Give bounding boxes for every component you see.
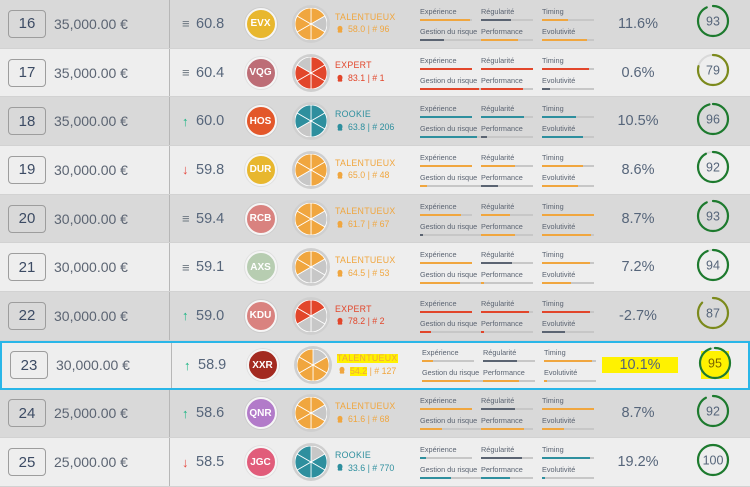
svg-text:96: 96	[706, 112, 720, 126]
svg-text:79: 79	[706, 64, 720, 78]
svg-text:92: 92	[706, 161, 720, 175]
svg-text:92: 92	[706, 404, 720, 418]
svg-text:95: 95	[708, 356, 722, 370]
svg-text:93: 93	[706, 210, 720, 224]
svg-text:100: 100	[703, 453, 724, 467]
svg-text:94: 94	[706, 258, 720, 272]
svg-text:87: 87	[706, 307, 720, 321]
svg-text:93: 93	[706, 15, 720, 29]
